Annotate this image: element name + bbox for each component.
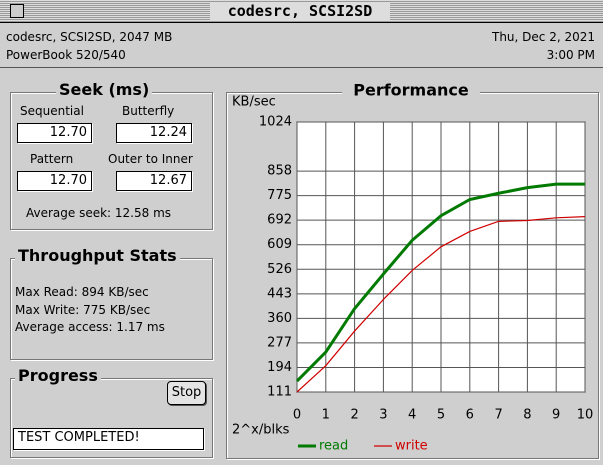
x-tick-label: 3	[379, 408, 387, 423]
stop-button[interactable]: Stop	[167, 381, 206, 405]
x-tick-label: 6	[466, 408, 474, 423]
drive-info: codesrc, SCSI2SD, 2047 MB	[6, 30, 173, 44]
seek-field: 12.24	[116, 123, 192, 143]
seek-field: 12.67	[116, 171, 192, 191]
progress-panel	[10, 378, 213, 458]
average-seek: Average seek: 12.58 ms	[26, 206, 172, 220]
seek-title: Seek (ms)	[56, 81, 153, 99]
y-tick-label: 111	[267, 385, 292, 400]
x-tick-label: 4	[408, 408, 416, 423]
y-tick-label: 1024	[259, 115, 292, 130]
y-tick-label: 609	[267, 237, 292, 252]
x-tick-label: 9	[552, 408, 560, 423]
throughput-title: Throughput Stats	[15, 247, 180, 265]
stat-line: Max Write: 775 KB/sec	[15, 303, 151, 317]
stat-line: Max Read: 894 KB/sec	[15, 285, 149, 299]
x-tick-label: 10	[577, 408, 594, 423]
date: Thu, Dec 2, 2021	[491, 30, 595, 44]
time: 3:00 PM	[546, 48, 595, 62]
x-tick-label: 0	[293, 408, 301, 423]
y-tick-label: 194	[267, 360, 292, 375]
x-tick-label: 5	[437, 408, 445, 423]
x-axis-label: 2^x/blks	[232, 423, 290, 438]
data-line	[296, 216, 586, 393]
y-tick-label: 692	[267, 213, 292, 228]
y-tick-label: 443	[267, 286, 292, 301]
legend-label: write	[395, 439, 428, 454]
chart-title: Performance	[353, 81, 469, 100]
seek-field: 12.70	[17, 123, 92, 143]
x-tick-label: 8	[523, 408, 531, 423]
y-tick-label: 277	[267, 335, 292, 350]
y-axis-label: KB/sec	[232, 95, 276, 110]
close-box[interactable]	[10, 4, 24, 18]
status-field: TEST COMPLETED!	[13, 428, 204, 450]
seek-field: 12.70	[17, 171, 92, 191]
field-label: Butterfly	[122, 104, 175, 118]
y-tick-label: 858	[267, 164, 292, 179]
x-tick-label: 2	[350, 408, 358, 423]
legend-label: read	[319, 439, 348, 454]
y-tick-label: 775	[267, 188, 292, 203]
y-tick-label: 360	[267, 311, 292, 326]
field-label: Outer to Inner	[108, 152, 193, 166]
data-line	[295, 182, 585, 383]
machine-info: PowerBook 520/540	[6, 48, 126, 62]
window-title: codesrc, SCSI2SD	[210, 2, 390, 20]
y-tick-label: 526	[267, 262, 292, 277]
separator	[0, 67, 603, 68]
field-label: Sequential	[20, 104, 84, 118]
x-tick-label: 7	[494, 408, 502, 423]
field-label: Pattern	[30, 152, 74, 166]
x-tick-label: 1	[322, 408, 330, 423]
title-bg	[342, 81, 480, 101]
progress-title: Progress	[15, 367, 101, 385]
stat-line: Average access: 1.17 ms	[15, 320, 165, 334]
